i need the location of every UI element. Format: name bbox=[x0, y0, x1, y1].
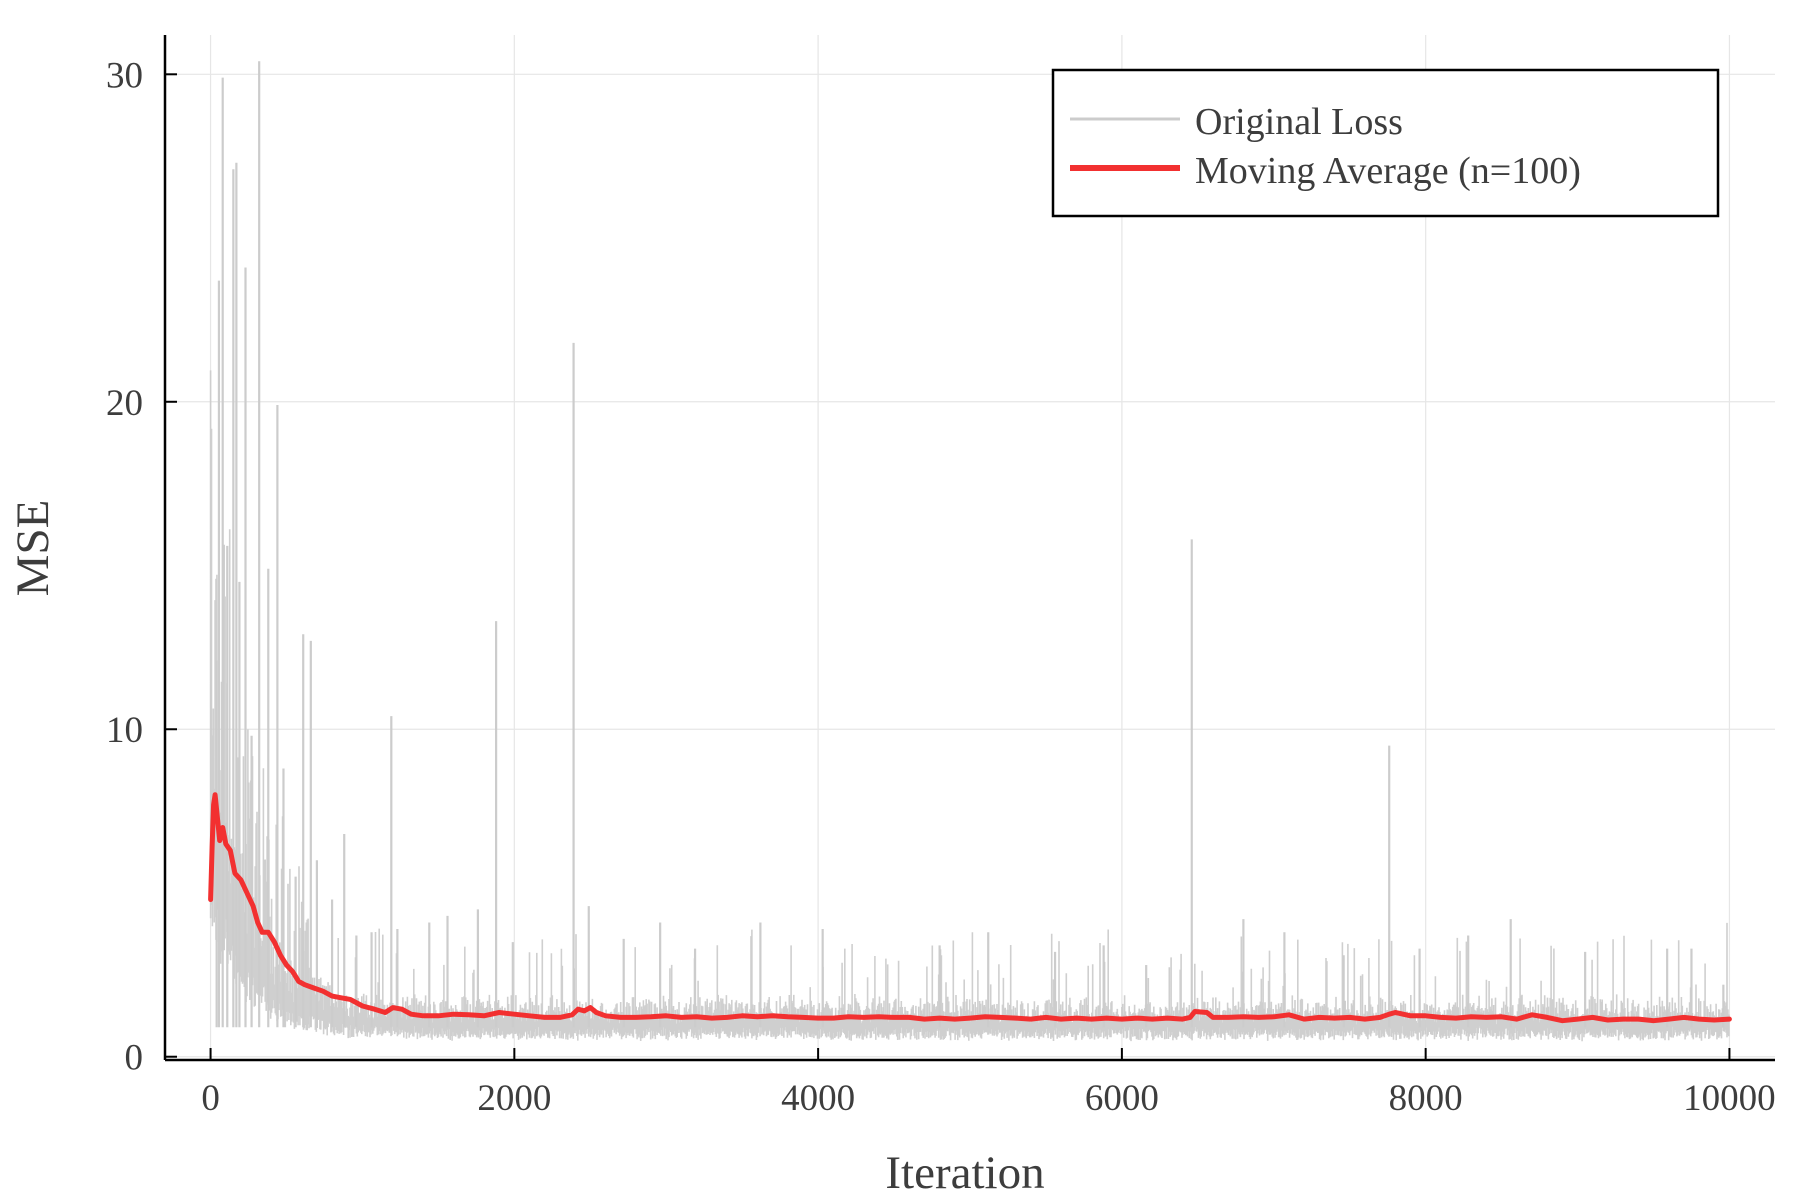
moving-average-series bbox=[208, 792, 1732, 1024]
original-loss-series bbox=[209, 61, 1730, 1042]
legend-label-original-loss: Original Loss bbox=[1195, 101, 1403, 143]
tick-labels: 0 2000 4000 6000 8000 10000 0 10 20 30 bbox=[106, 55, 1776, 1119]
x-tick-label: 10000 bbox=[1683, 1078, 1776, 1119]
x-tick-label: 8000 bbox=[1389, 1078, 1463, 1119]
y-tick-label: 20 bbox=[106, 383, 143, 424]
legend: Original Loss Moving Average (n=100) bbox=[1051, 68, 1720, 218]
legend-box bbox=[1051, 68, 1720, 218]
x-tick-label: 6000 bbox=[1085, 1078, 1159, 1119]
legend-label-moving-average: Moving Average (n=100) bbox=[1195, 150, 1581, 192]
y-tick-label: 10 bbox=[106, 710, 143, 751]
y-tick-label: 30 bbox=[106, 55, 143, 96]
x-axis-title: Iteration bbox=[885, 1147, 1044, 1199]
x-tick-label: 2000 bbox=[477, 1078, 551, 1119]
y-axis-title: MSE bbox=[7, 500, 59, 597]
axes bbox=[163, 35, 1775, 1062]
moving-average-line bbox=[208, 792, 1732, 1024]
y-tick-label: 0 bbox=[125, 1038, 144, 1079]
x-tick-label: 4000 bbox=[781, 1078, 855, 1119]
x-tick-label: 0 bbox=[201, 1078, 220, 1119]
